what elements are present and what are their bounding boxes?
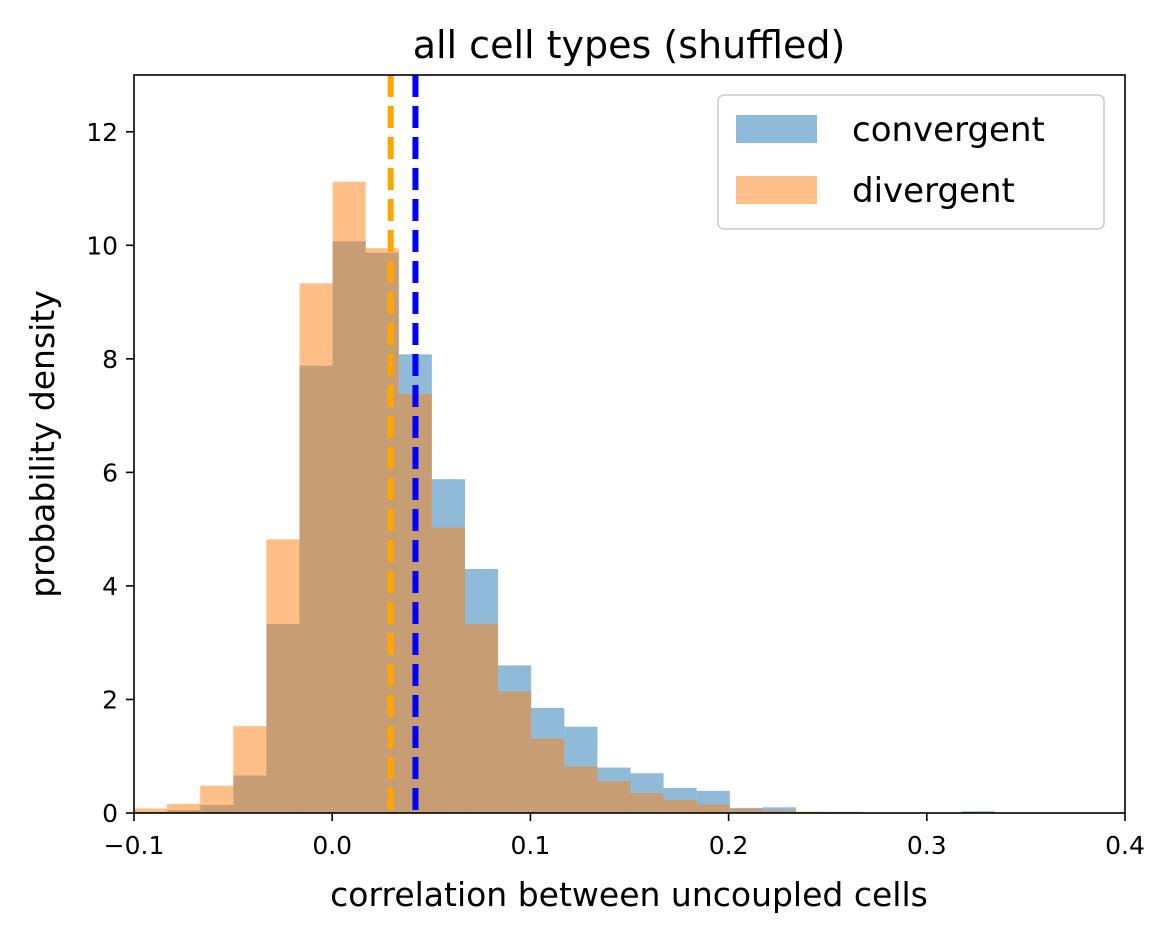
bar-divergent-17 [696,804,730,813]
y-axis-label: probability density [23,290,62,598]
x-tick-label: 0.4 [1105,831,1145,860]
bar-convergent-19 [762,807,796,813]
bar-divergent-1 [167,803,201,813]
bar-divergent-16 [663,799,697,813]
legend-swatch-divergent [736,176,817,204]
bar-divergent-4 [266,539,300,813]
legend-label-convergent: convergent [852,110,1045,150]
bar-divergent-3 [233,726,267,813]
y-tick-label: 10 [86,231,118,260]
bar-divergent-13 [564,766,598,813]
bar-convergent-25 [961,811,995,813]
y-tick-label: 12 [86,118,118,147]
x-axis-label: correlation between uncoupled cells [330,875,928,914]
bar-divergent-15 [630,793,664,813]
y-tick-label: 6 [102,458,118,487]
bar-divergent-0 [134,808,168,813]
bar-divergent-19 [762,810,796,813]
y-tick-label: 4 [102,572,118,601]
bar-divergent-14 [597,781,631,813]
bar-divergent-7 [365,248,399,814]
x-tick-label: −0.1 [104,831,165,860]
bar-divergent-18 [729,809,763,813]
chart-title: all cell types (shuffled) [413,23,846,67]
y-tick-label: 0 [102,799,118,828]
y-tick-label: 8 [102,345,118,374]
legend-swatch-convergent [736,115,817,143]
x-tick-label: 0.2 [709,831,749,860]
legend: convergent divergent [717,94,1105,230]
x-axis-ticks: −0.1 0.0 0.1 0.2 0.3 0.4 [104,813,1145,860]
x-tick-label: 0.0 [312,831,352,860]
bar-divergent-11 [498,691,532,813]
x-tick-label: 0.3 [907,831,947,860]
bar-divergent-10 [464,623,499,813]
y-tick-label: 2 [102,685,118,714]
x-tick-label: 0.1 [511,831,551,860]
bar-divergent-12 [531,738,565,813]
bar-divergent-6 [332,181,366,814]
plot-frame [133,74,1126,814]
bar-divergent-5 [299,283,333,813]
bars-group [134,181,995,814]
bar-divergent-9 [431,527,465,813]
legend-label-divergent: divergent [852,171,1015,211]
y-axis-ticks: 0 2 4 6 8 10 12 [86,118,134,828]
bar-divergent-2 [200,785,234,813]
